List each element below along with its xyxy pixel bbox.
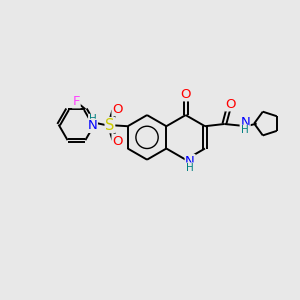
Text: O: O — [112, 103, 123, 116]
Text: O: O — [180, 88, 191, 101]
Text: N: N — [240, 116, 250, 129]
Text: N: N — [88, 119, 97, 132]
Text: F: F — [73, 95, 80, 108]
Text: H: H — [241, 125, 249, 135]
Text: S: S — [105, 118, 115, 133]
Text: N: N — [185, 154, 195, 168]
Text: H: H — [186, 163, 194, 173]
Text: O: O — [112, 135, 123, 148]
Text: O: O — [225, 98, 236, 111]
Text: H: H — [88, 114, 96, 124]
